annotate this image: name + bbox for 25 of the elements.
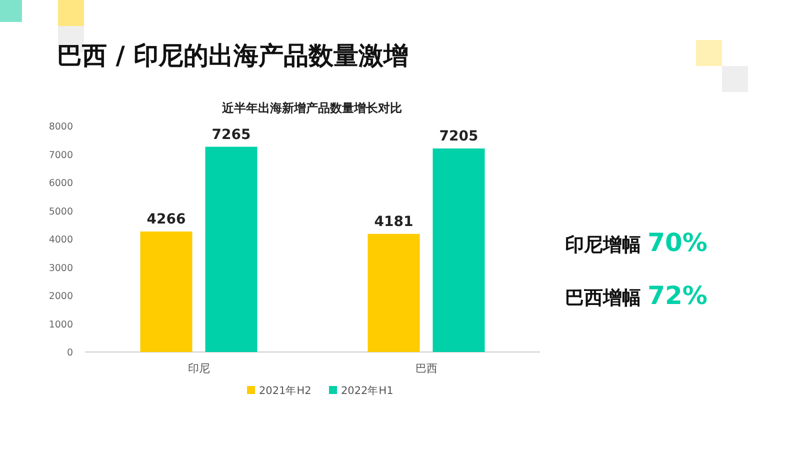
text: 印尼增幅 70% (565, 228, 708, 257)
data-label: 4266 (146, 211, 186, 228)
data-label: 7205 (439, 128, 478, 144)
y-tick-label: 7000 (48, 150, 73, 161)
data-label: 4181 (374, 214, 414, 230)
y-tick-label: 4000 (48, 234, 73, 246)
y-tick-label: 3000 (48, 262, 73, 274)
legend-label: 2022年H1 (341, 385, 394, 397)
y-tick-label: 6000 (48, 178, 73, 189)
text: 巴西增幅 72% (565, 281, 708, 310)
bar (432, 148, 485, 352)
bar (205, 146, 258, 352)
y-tick-label: 1000 (48, 319, 73, 330)
legend-label: 2021年H2 (259, 385, 312, 397)
chart-title: 巴西 / 印尼的出海产品数量激增 (57, 41, 409, 70)
y-tick-label: 5000 (48, 206, 73, 218)
x-tick-label: 巴西 (415, 362, 438, 375)
y-tick-label: 0 (66, 348, 73, 358)
y-tick-label: 8000 (48, 122, 73, 132)
bar (368, 234, 420, 352)
chart-subtitle: 近半年出海新增产品数量增长对比 (221, 101, 402, 115)
data-label: 7265 (212, 126, 251, 143)
x-tick-label: 印尼 (188, 362, 210, 375)
bar (140, 231, 192, 352)
y-tick-label: 2000 (48, 291, 73, 302)
